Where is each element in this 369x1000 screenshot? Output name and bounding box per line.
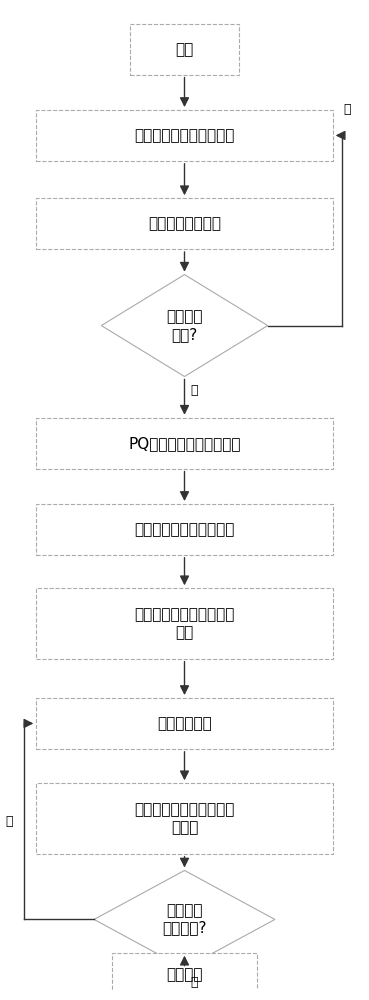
Text: 当前可疑参数加入可疑样
本集: 当前可疑参数加入可疑样 本集 (134, 607, 235, 640)
Text: 计算结束: 计算结束 (166, 967, 203, 982)
Polygon shape (36, 110, 333, 161)
Polygon shape (36, 198, 333, 249)
Polygon shape (130, 24, 239, 75)
Polygon shape (101, 275, 268, 377)
Text: 量测合格
率高?: 量测合格 率高? (166, 309, 203, 342)
Polygon shape (94, 870, 275, 968)
Text: 读入计算模型和量测数据: 读入计算模型和量测数据 (134, 128, 235, 143)
Text: 当前断面加入计算样本集: 当前断面加入计算样本集 (134, 522, 235, 537)
Text: 基于分区的多断面联合参
数估计: 基于分区的多断面联合参 数估计 (134, 802, 235, 835)
Text: 否: 否 (6, 815, 13, 828)
Polygon shape (36, 698, 333, 749)
Polygon shape (36, 504, 333, 555)
Text: 否: 否 (344, 103, 351, 116)
Text: 开始: 开始 (175, 42, 194, 57)
Text: 是: 是 (190, 384, 197, 397)
Text: 全网状态估计计算: 全网状态估计计算 (148, 216, 221, 231)
Polygon shape (36, 588, 333, 659)
Text: 指定计算分区: 指定计算分区 (157, 716, 212, 731)
Polygon shape (112, 953, 257, 996)
Text: 所有分区
计算完成?: 所有分区 计算完成? (162, 903, 207, 936)
Text: PQ解耦拉格朗日参数辨识: PQ解耦拉格朗日参数辨识 (128, 436, 241, 451)
Polygon shape (36, 418, 333, 469)
Polygon shape (36, 783, 333, 854)
Text: 是: 是 (190, 976, 197, 989)
